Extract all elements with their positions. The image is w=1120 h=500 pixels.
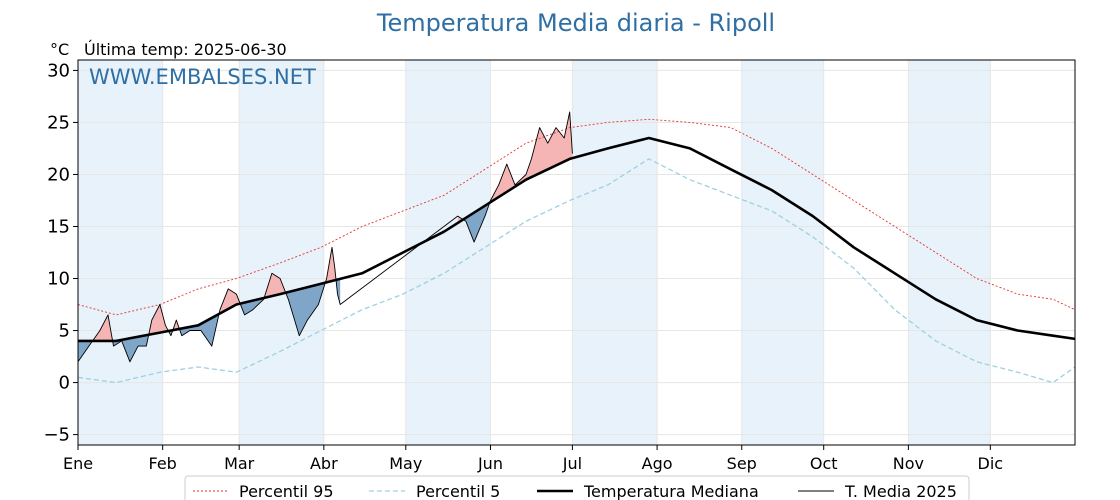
below-median-fill (78, 340, 93, 362)
month-band (405, 60, 491, 445)
legend-label-t-media-2025: T. Media 2025 (844, 482, 957, 500)
legend-label-percentil-95: Percentil 95 (239, 482, 334, 500)
anomaly-fills (78, 112, 573, 362)
month-band (78, 60, 163, 445)
y-tick-label: 15 (47, 216, 70, 237)
month-band (908, 60, 991, 445)
y-tick-label: 0 (59, 373, 70, 394)
x-tick-label: Dic (978, 454, 1004, 473)
above-median-fill (325, 247, 337, 283)
below-median-fill (286, 282, 326, 336)
legend-label-temperatura-mediana: Temperatura Mediana (583, 482, 759, 500)
legend-label-percentil-5: Percentil 5 (416, 482, 500, 500)
month-band (741, 60, 824, 445)
x-tick-label: Jun (477, 454, 503, 473)
x-tick-label: Ene (63, 454, 93, 473)
legend: Percentil 95 Percentil 5 Temperatura Med… (184, 475, 970, 500)
above-median-fill (489, 112, 573, 203)
chart-title: Temperatura Media diaria - Ripoll (376, 9, 775, 37)
above-median-fill (172, 320, 180, 331)
above-median-fill (93, 314, 113, 341)
x-tick-label: Jul (562, 454, 582, 473)
x-tick-label: Oct (810, 454, 838, 473)
month-bands (78, 60, 991, 445)
watermark: WWW.EMBALSES.NET (89, 65, 316, 89)
above-median-fill (149, 304, 169, 335)
y-tick-label: 10 (47, 269, 70, 290)
below-median-fill (240, 297, 265, 315)
y-tick-label: 5 (59, 321, 70, 342)
above-median-fill (219, 288, 241, 314)
series-line-percentil-5 (77, 158, 1076, 384)
series-lines (77, 111, 1076, 384)
month-band (239, 60, 324, 445)
plot-frame (77, 59, 1076, 446)
x-tick-label: May (389, 454, 422, 473)
x-tick-label: Abr (310, 454, 338, 473)
y-tick-label: 25 (47, 112, 70, 133)
x-tick-label: Feb (149, 454, 177, 473)
above-median-fill (264, 273, 287, 298)
y-axis: −5 0 5 10 15 20 25 30 (43, 60, 78, 446)
x-tick-label: Sep (727, 454, 757, 473)
unit-label: °C (50, 40, 69, 59)
x-axis: Ene Feb Mar Abr May Jun Jul Ago Sep Oct Nov Dic (63, 445, 1003, 473)
month-band (572, 60, 658, 445)
x-tick-label: Nov (893, 454, 924, 473)
series-line-temperatura-mediana (78, 136, 1076, 343)
below-median-fill (179, 313, 220, 347)
series-line-t-media-2025 (77, 111, 573, 363)
y-tick-label: 20 (47, 164, 70, 185)
series-line-percentil-95 (77, 118, 1076, 316)
y-tick-label: −5 (43, 425, 70, 446)
x-tick-label: Ago (642, 454, 673, 473)
legend-box (184, 475, 970, 500)
x-tick-label: Mar (224, 454, 255, 473)
y-tick-label: 30 (47, 60, 70, 81)
below-median-fill (336, 278, 341, 305)
last-temp-label: Última temp: 2025-06-30 (84, 40, 287, 59)
below-median-fill (112, 334, 149, 362)
